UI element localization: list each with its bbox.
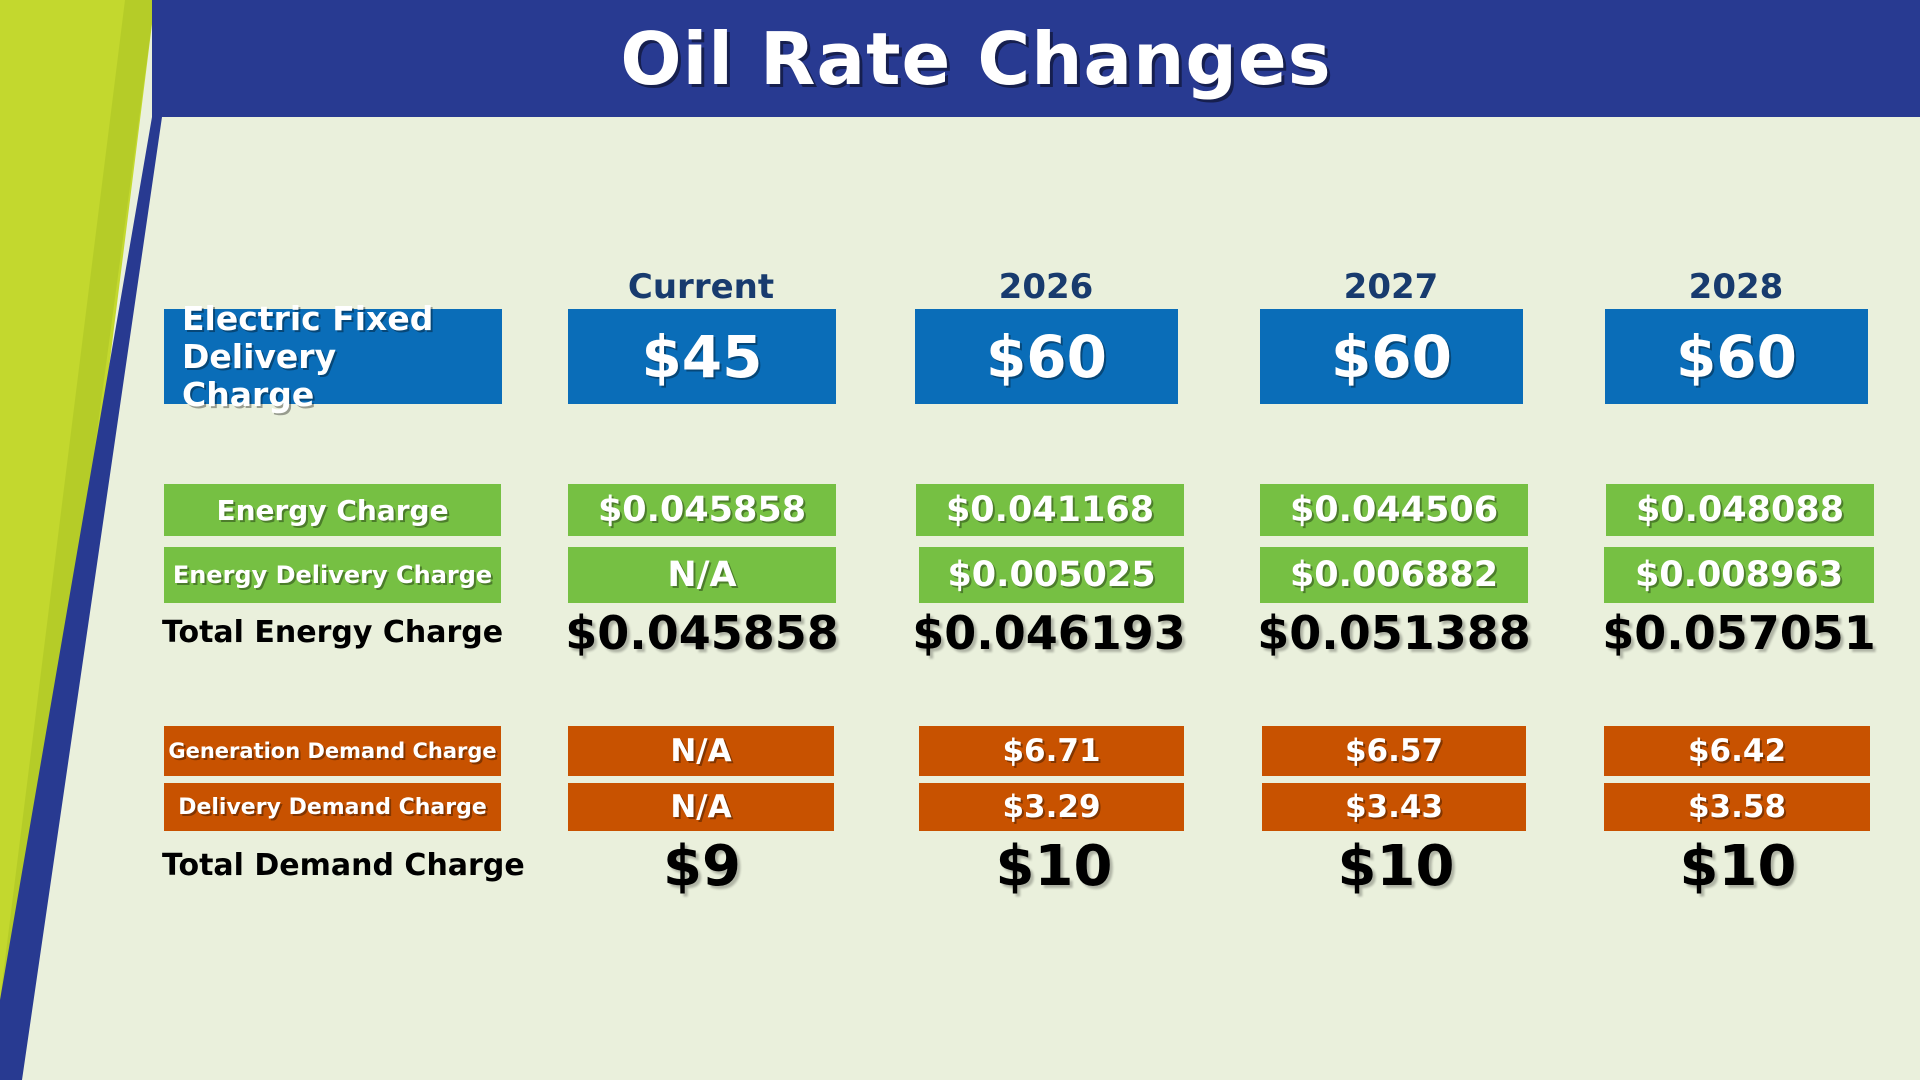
navy-stripe: [0, 0, 165, 1080]
energy-delivery-current-value: N/A: [568, 547, 836, 603]
column-header-2026: 2026: [998, 267, 1094, 307]
energy-charge-label: Energy Charge: [164, 484, 501, 536]
fixed-delivery-current-value: $45: [568, 309, 836, 404]
total-demand-current-value: $9: [663, 834, 741, 899]
generation-demand-current-value: N/A: [568, 726, 834, 776]
total-demand-2026-value: $10: [995, 834, 1113, 899]
total-energy-charge-label: Total Energy Charge: [162, 615, 504, 650]
page-title: Oil Rate Changes: [620, 16, 1332, 101]
energy-charge-2027-value: $0.044506: [1260, 484, 1528, 536]
total-energy-2026-value: $0.046193: [912, 606, 1186, 660]
fixed-delivery-label: Electric Fixed Delivery Charge: [164, 299, 502, 413]
energy-delivery-2027-value: $0.006882: [1260, 547, 1528, 603]
total-demand-2028-value: $10: [1679, 834, 1797, 899]
fixed-delivery-2026-value: $60: [915, 309, 1178, 404]
total-energy-2027-value: $0.051388: [1257, 606, 1531, 660]
energy-delivery-2026-value: $0.005025: [919, 547, 1184, 603]
energy-delivery-charge-label: Energy Delivery Charge: [164, 547, 501, 603]
column-header-2027: 2027: [1343, 267, 1439, 307]
energy-delivery-2028-value: $0.008963: [1604, 547, 1874, 603]
total-demand-2027-value: $10: [1337, 834, 1455, 899]
fixed-delivery-label-text: Electric Fixed Delivery Charge: [182, 298, 434, 414]
title-banner: Oil Rate Changes: [152, 0, 1920, 117]
energy-charge-2026-value: $0.041168: [916, 484, 1184, 536]
generation-demand-2026-value: $6.71: [919, 726, 1184, 776]
total-demand-charge-label: Total Demand Charge: [162, 848, 525, 883]
fixed-delivery-2028-value: $60: [1605, 309, 1868, 404]
left-stripe-decoration: [0, 0, 165, 1080]
delivery-demand-2027-value: $3.43: [1262, 783, 1526, 831]
generation-demand-charge-label: Generation Demand Charge: [164, 726, 501, 776]
delivery-demand-2026-value: $3.29: [919, 783, 1184, 831]
fixed-delivery-2027-value: $60: [1260, 309, 1523, 404]
generation-demand-2028-value: $6.42: [1604, 726, 1870, 776]
delivery-demand-2028-value: $3.58: [1604, 783, 1870, 831]
column-header-2028: 2028: [1688, 267, 1784, 307]
column-header-current: Current: [627, 267, 775, 307]
energy-charge-current-value: $0.045858: [568, 484, 836, 536]
energy-charge-2028-value: $0.048088: [1606, 484, 1874, 536]
delivery-demand-charge-label: Delivery Demand Charge: [164, 783, 501, 831]
total-energy-2028-value: $0.057051: [1602, 606, 1876, 660]
total-energy-current-value: $0.045858: [565, 606, 839, 660]
generation-demand-2027-value: $6.57: [1262, 726, 1526, 776]
delivery-demand-current-value: N/A: [568, 783, 834, 831]
